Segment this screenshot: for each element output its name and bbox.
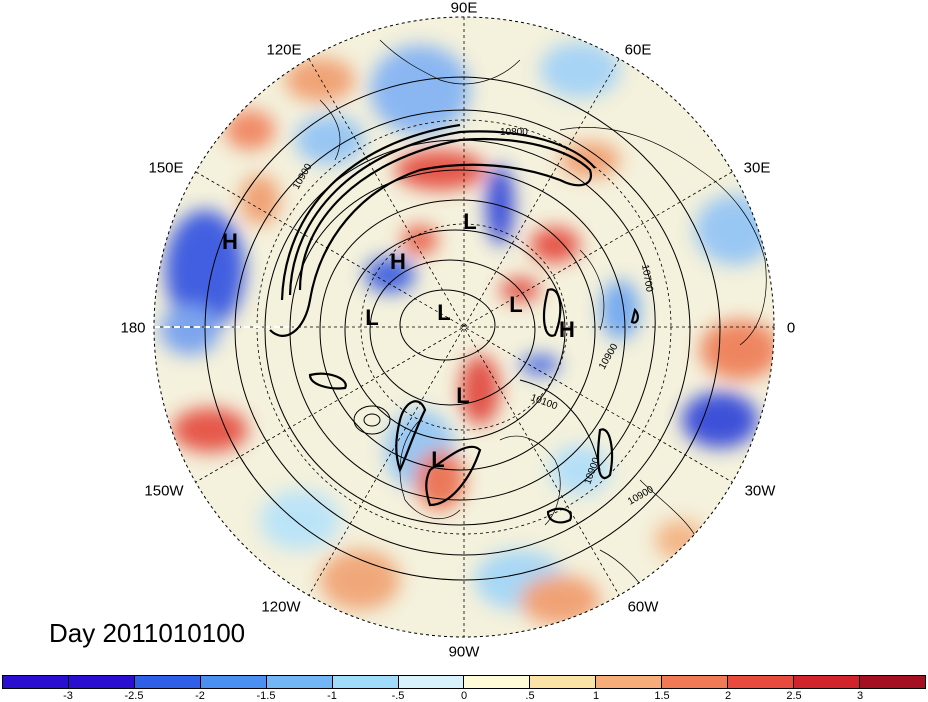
height-contours — [204, 76, 721, 581]
colorbar-swatch — [68, 676, 135, 688]
colorbar-swatch — [859, 676, 925, 688]
colorbar-tick-label: -2.5 — [124, 690, 144, 702]
lon-label-30w: 30W — [744, 482, 776, 500]
low-center: L — [437, 300, 451, 325]
colorbar-swatch — [530, 676, 597, 688]
colorbar-tick-label: 1 — [592, 690, 600, 702]
lon-label-120w: 120W — [261, 598, 301, 616]
map-title: Day 2011010100 — [49, 618, 246, 648]
colorbar — [2, 675, 926, 689]
colorbar-swatch — [398, 676, 465, 688]
low-center: L — [431, 447, 445, 472]
low-center: L — [509, 292, 523, 317]
contour-label: 10800 — [500, 127, 528, 138]
colorbar-swatch — [794, 676, 860, 688]
colorbar-tick-label: 2 — [724, 690, 732, 702]
lon-label-60e: 60E — [624, 41, 652, 59]
colorbar-swatch — [332, 676, 399, 688]
lon-label-180: 180 — [120, 319, 146, 337]
colorbar-tick-label: 1.5 — [654, 690, 670, 702]
colorbar-swatch — [728, 676, 795, 688]
high-center: H — [390, 249, 406, 274]
colorbar-swatch — [3, 676, 69, 688]
low-center: L — [365, 305, 379, 330]
contour-label: 10700 — [639, 264, 655, 294]
lon-label-30e: 30E — [743, 159, 771, 177]
lon-label-150w: 150W — [144, 482, 184, 500]
lon-label-120e: 120E — [266, 41, 302, 59]
lon-label-150e: 150E — [148, 159, 184, 177]
map-boundary — [153, 16, 775, 638]
lon-label-90w: 90W — [448, 643, 480, 661]
colorbar-swatch — [200, 676, 267, 688]
colorbar-tick-label: -3 — [63, 690, 73, 702]
lon-label-0: 0 — [786, 319, 796, 337]
low-center: L — [456, 383, 470, 408]
temperature-anomaly-field — [154, 17, 774, 637]
low-center: L — [463, 209, 477, 234]
colorbar-tick-label: -2 — [195, 690, 205, 702]
lon-label-90e: 90E — [450, 0, 478, 17]
colorbar-swatch — [266, 676, 333, 688]
colorbar-tick-label: .5 — [525, 690, 535, 702]
colorbar-tick-label: -.5 — [391, 690, 405, 702]
high-center: H — [559, 317, 575, 342]
colorbar-tick-label: 3 — [856, 690, 864, 702]
high-center: H — [222, 229, 238, 254]
colorbar-tick-label: -1 — [327, 690, 337, 702]
colorbar-tick-label: -1.5 — [256, 690, 276, 702]
wind-speed-contours — [269, 123, 639, 524]
lon-label-60w: 60W — [627, 598, 659, 616]
colorbar-swatch — [596, 676, 663, 688]
colorbar-swatch — [464, 676, 531, 688]
colorbar-swatch — [662, 676, 729, 688]
colorbar-tick-label: 2.5 — [786, 690, 802, 702]
colorbar-swatch — [134, 676, 201, 688]
colorbar-tick-label: 0 — [460, 690, 468, 702]
